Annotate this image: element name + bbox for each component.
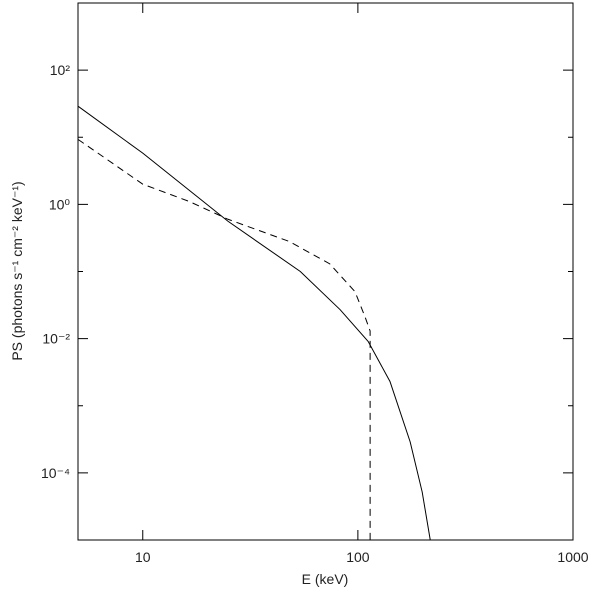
x-axis-label: E (keV) <box>302 571 349 587</box>
y-tick-label: 10⁻⁴ <box>41 465 70 481</box>
y-tick-label: 10⁰ <box>49 196 71 212</box>
x-tick-label: 1000 <box>557 549 588 565</box>
data-line <box>77 105 431 541</box>
x-tick-label: 10 <box>135 549 151 565</box>
y-tick-label: 10² <box>50 62 71 78</box>
y-axis-label: PS (photons s⁻¹ cm⁻² keV⁻¹) <box>9 181 25 360</box>
plot-frame <box>77 2 574 541</box>
x-tick-label: 100 <box>346 549 370 565</box>
y-tick-label: 10⁻² <box>42 331 70 347</box>
data-line <box>77 138 371 540</box>
